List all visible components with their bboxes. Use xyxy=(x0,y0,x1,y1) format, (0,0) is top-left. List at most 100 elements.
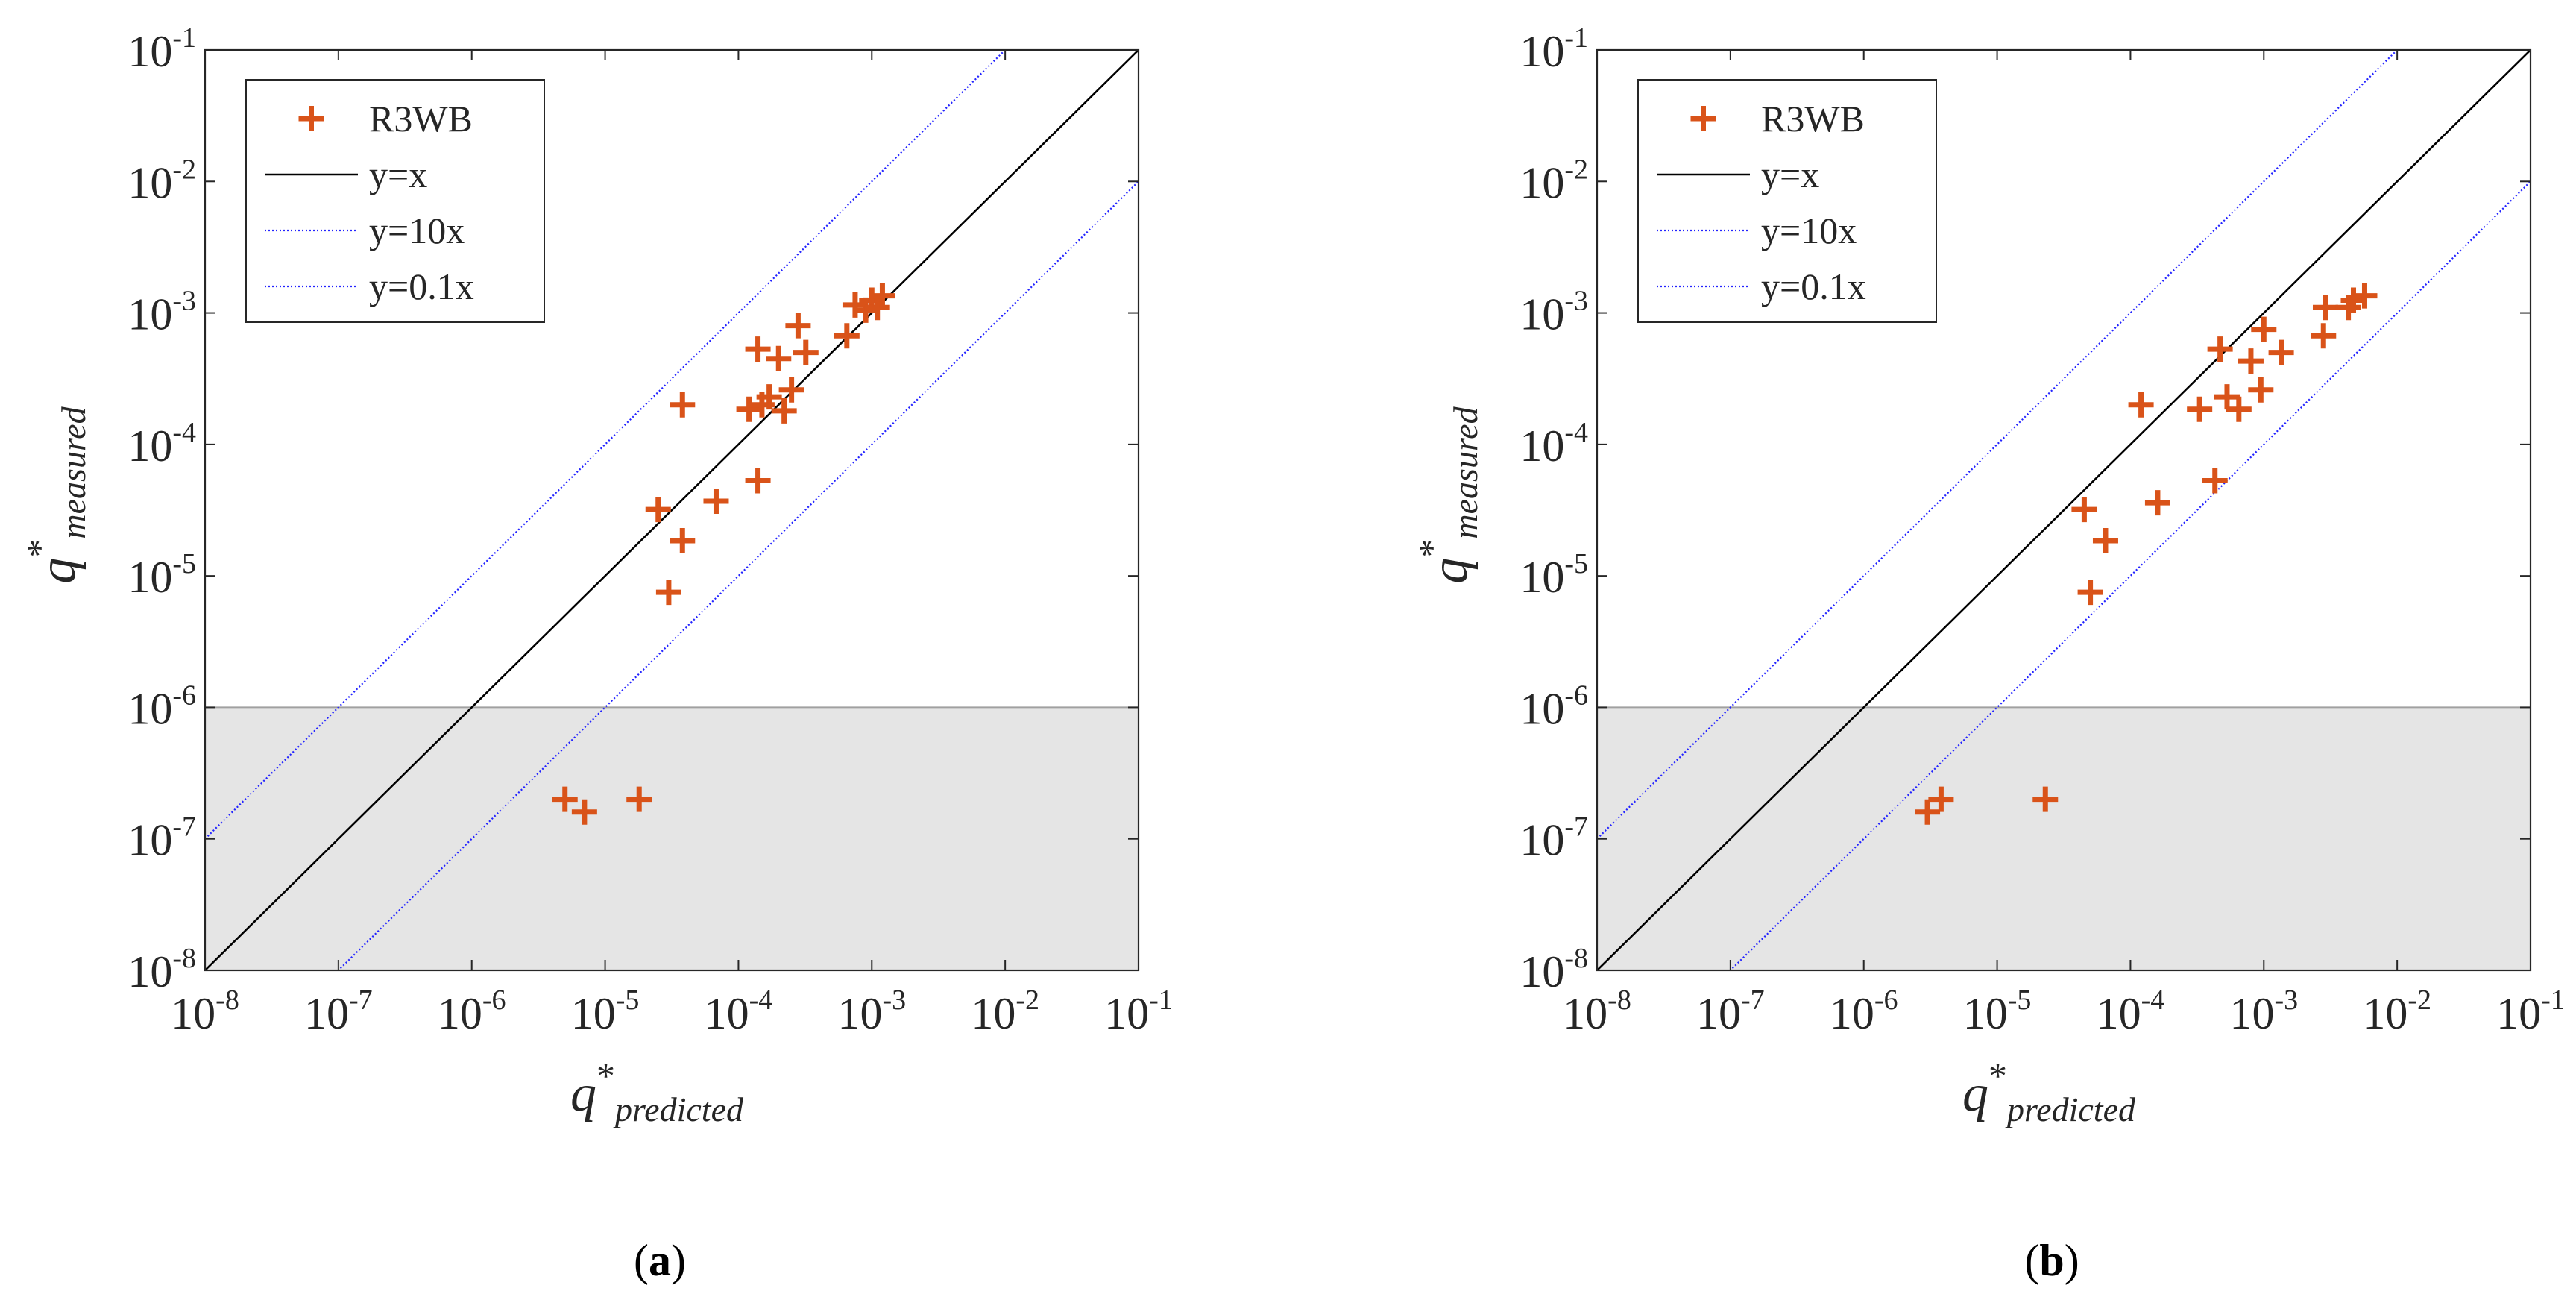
data-point xyxy=(785,313,811,339)
data-point xyxy=(745,336,771,362)
panel-label: (a) xyxy=(634,1236,686,1285)
data-point xyxy=(552,786,578,812)
reference-lines xyxy=(1597,50,2531,970)
data-point xyxy=(2238,348,2264,374)
data-point xyxy=(2032,786,2059,812)
x-tick-label: 10-2 xyxy=(971,984,1039,1038)
shaded-region xyxy=(1597,707,2531,970)
scatter-points xyxy=(552,283,895,825)
data-point xyxy=(2207,336,2233,362)
x-tick-label: 10-6 xyxy=(1830,984,1898,1038)
y-tick-label: 10-8 xyxy=(127,943,196,996)
data-point xyxy=(2251,316,2277,342)
legend-label: y=x xyxy=(1761,154,1819,195)
legend-box xyxy=(245,79,545,323)
y-tick-label: 10-1 xyxy=(1520,22,1588,76)
scatter-points xyxy=(1915,283,2378,825)
data-point xyxy=(2311,323,2337,349)
data-point xyxy=(745,468,771,494)
legend-label: R3WB xyxy=(1761,98,1865,139)
series-line-y-x xyxy=(205,50,1139,970)
y-tick-label: 10-8 xyxy=(1520,943,1588,996)
x-axis-title: q*predicted xyxy=(1962,1055,2136,1128)
data-point xyxy=(771,398,797,424)
reference-lines xyxy=(205,50,1139,970)
data-point xyxy=(670,528,696,554)
data-point xyxy=(864,295,890,321)
legend-label: y=0.1x xyxy=(1761,266,1866,307)
data-point xyxy=(2312,295,2338,321)
x-tick-label: 10-3 xyxy=(2229,984,2298,1038)
y-axis-title: q*measured xyxy=(1411,406,1484,583)
data-point xyxy=(778,377,804,403)
x-tick-label: 10-1 xyxy=(1104,984,1173,1038)
data-point xyxy=(2248,377,2274,403)
data-point xyxy=(869,283,895,309)
y-tick-label: 10-5 xyxy=(1520,548,1588,602)
legend: R3WB y=x y=10x y=0.1x xyxy=(1637,79,1937,323)
legend-label: y=x xyxy=(369,154,427,195)
x-tick-label: 10-6 xyxy=(438,984,506,1038)
x-tick-label: 10-8 xyxy=(1563,984,1631,1038)
data-point xyxy=(1915,799,1941,825)
data-point xyxy=(2071,497,2097,523)
data-point xyxy=(2144,490,2170,516)
data-point xyxy=(2352,283,2378,309)
legend-label: y=10x xyxy=(369,210,465,251)
y-tick-label: 10-6 xyxy=(127,679,196,733)
data-point xyxy=(2214,384,2240,410)
legend: R3WB y=x y=10x y=0.1x xyxy=(245,79,545,323)
data-point xyxy=(626,786,652,812)
y-tick-label: 10-2 xyxy=(1520,154,1588,207)
data-point xyxy=(2077,580,2103,606)
data-point xyxy=(2092,528,2118,554)
x-tick-label: 10-3 xyxy=(837,984,906,1038)
y-tick-label: 10-3 xyxy=(1520,286,1588,339)
x-tick-label: 10-1 xyxy=(2496,984,2565,1038)
data-point xyxy=(2340,287,2366,313)
y-tick-label: 10-5 xyxy=(127,548,196,602)
data-point xyxy=(655,580,681,606)
x-tick-label: 10-5 xyxy=(571,984,640,1038)
x-tick-label: 10-4 xyxy=(705,984,773,1038)
x-tick-label: 10-7 xyxy=(1696,984,1765,1038)
data-point xyxy=(1928,786,1954,812)
x-tick-label: 10-5 xyxy=(1963,984,2032,1038)
data-point xyxy=(766,345,792,371)
data-point xyxy=(834,323,860,349)
data-point xyxy=(670,392,696,418)
chart-panel-b: 10-810-8 10-7 10-7 10-6 10-6 10-5 10-5 10-4 10-4… xyxy=(1411,22,2565,1285)
data-point xyxy=(756,384,782,410)
y-axis-title: q*measured xyxy=(19,406,92,583)
x-axis-title: q*predicted xyxy=(570,1055,744,1128)
data-point xyxy=(2268,339,2294,365)
panel-label: (b) xyxy=(2024,1236,2079,1285)
x-tick-label: 10-4 xyxy=(2097,984,2165,1038)
data-point xyxy=(2187,396,2213,422)
y-tick-label: 10-4 xyxy=(127,417,196,471)
x-tick-label: 10-2 xyxy=(2363,984,2431,1038)
x-tick-label: 10-8 xyxy=(171,984,239,1038)
data-point xyxy=(2202,468,2228,494)
y-tick-label: 10-3 xyxy=(127,286,196,339)
data-point xyxy=(703,488,729,514)
data-point xyxy=(2128,392,2154,418)
data-point xyxy=(571,799,597,825)
chart-panel-a: 10-810-8 10-7 10-7 10-6 10-6 10-5 10-5 10-4 10-4… xyxy=(19,22,1173,1285)
y-tick-label: 10-7 xyxy=(1520,811,1588,865)
y-tick-label: 10-1 xyxy=(127,22,196,76)
data-point xyxy=(793,339,819,365)
data-point xyxy=(645,497,671,523)
legend-label: R3WB xyxy=(369,98,473,139)
x-tick-label: 10-7 xyxy=(304,984,373,1038)
data-point xyxy=(2226,396,2252,422)
shaded-region xyxy=(205,707,1139,970)
series-line-y-x xyxy=(1597,50,2531,970)
data-point xyxy=(736,396,762,422)
axes-box xyxy=(1596,48,2532,972)
legend-label: y=0.1x xyxy=(369,266,474,307)
y-tick-label: 10-2 xyxy=(127,154,196,207)
legend-box xyxy=(1637,79,1937,323)
legend-label: y=10x xyxy=(1761,210,1857,251)
